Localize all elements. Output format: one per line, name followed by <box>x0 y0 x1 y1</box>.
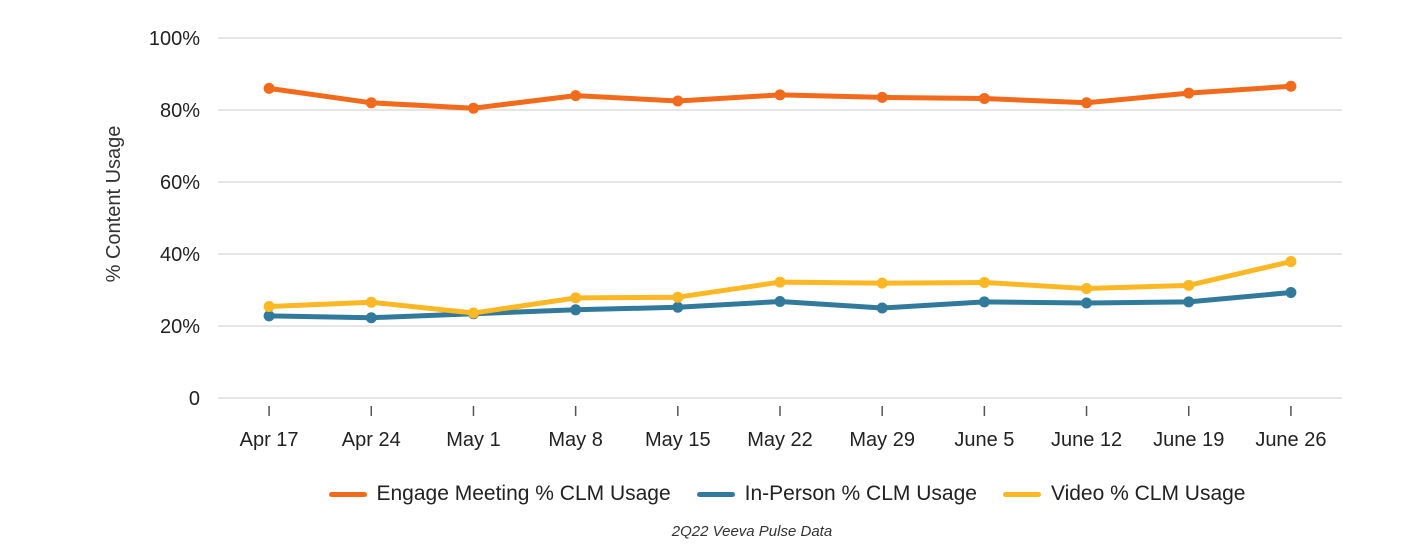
data-point <box>570 304 582 316</box>
data-point <box>570 90 582 102</box>
data-point <box>1285 287 1297 299</box>
x-tick-label: May 1 <box>446 429 500 451</box>
data-point <box>876 302 888 314</box>
data-point <box>365 312 377 324</box>
legend-label-engage: Engage Meeting % CLM Usage <box>376 482 671 505</box>
legend-swatch-engage <box>328 491 367 497</box>
data-point <box>672 301 684 313</box>
y-tick-label: 60% <box>160 172 200 194</box>
data-point <box>672 291 684 303</box>
series-1 <box>263 80 1297 114</box>
data-point <box>1183 279 1195 291</box>
legend-swatch-in-person <box>696 491 735 497</box>
y-tick-label: 0 <box>189 388 200 410</box>
data-point <box>1285 80 1297 92</box>
y-axis-title: % Content Usage <box>103 126 125 283</box>
footnote: 2Q22 Veeva Pulse Data <box>671 523 833 540</box>
x-tick-label: Apr 24 <box>342 429 401 451</box>
data-point <box>1081 297 1093 309</box>
data-point <box>1183 296 1195 308</box>
data-point <box>876 277 888 289</box>
data-point <box>774 296 786 308</box>
legend-item-in-person: In-Person % CLM Usage <box>696 482 977 506</box>
data-point <box>1081 97 1093 109</box>
data-point <box>365 296 377 308</box>
y-tick-label: 100% <box>149 28 200 50</box>
x-tick-label: May 22 <box>747 429 813 451</box>
y-tick-labels: 0 20% 40% 60% 80% 100% <box>149 28 200 410</box>
data-point <box>1081 283 1093 295</box>
gridlines <box>218 37 1342 399</box>
data-point <box>1183 87 1195 99</box>
data-point <box>876 91 888 103</box>
data-point <box>263 301 275 313</box>
data-point <box>774 276 786 288</box>
y-tick-label: 80% <box>160 100 200 122</box>
x-tick-label: May 29 <box>849 429 915 451</box>
data-point <box>978 92 990 104</box>
data-point <box>978 296 990 308</box>
data-point <box>774 89 786 101</box>
x-tick-labels: Apr 17 Apr 24 May 1 May 8 May 15 May 22 May 29… <box>240 429 1327 451</box>
series-lines <box>263 80 1297 324</box>
x-tick-label: May 8 <box>548 429 602 451</box>
y-tick-label: 40% <box>160 244 200 266</box>
legend-label-video: Video % CLM Usage <box>1050 482 1246 505</box>
legend-label-in-person: In-Person % CLM Usage <box>744 482 977 505</box>
x-tick-label: May 15 <box>645 429 711 451</box>
data-point <box>1285 256 1297 268</box>
legend-item-engage: Engage Meeting % CLM Usage <box>328 482 671 506</box>
legend-swatch-video <box>1002 491 1041 497</box>
data-point <box>263 82 275 94</box>
data-point <box>365 97 377 109</box>
x-tick-label: June 12 <box>1051 429 1122 451</box>
y-tick-label: 20% <box>160 316 200 338</box>
data-point <box>467 102 479 114</box>
x-tick-label: June 5 <box>954 429 1014 451</box>
data-point <box>570 292 582 304</box>
x-tick-label: June 19 <box>1153 429 1224 451</box>
x-tick-label: June 26 <box>1255 429 1326 451</box>
series-3 <box>263 256 1297 319</box>
data-point <box>672 95 684 107</box>
legend-item-video: Video % CLM Usage <box>1002 482 1246 506</box>
line-chart: 0 20% 40% 60% 80% 100% Apr 17 Apr 24 May 1 May 8… <box>103 28 1342 451</box>
x-ticks <box>268 406 1292 416</box>
data-point <box>263 310 275 322</box>
data-point <box>467 307 479 319</box>
data-point <box>978 276 990 288</box>
legend: Engage Meeting % CLM Usage In-Person % C… <box>0 482 1424 506</box>
x-tick-label: Apr 17 <box>240 429 299 451</box>
